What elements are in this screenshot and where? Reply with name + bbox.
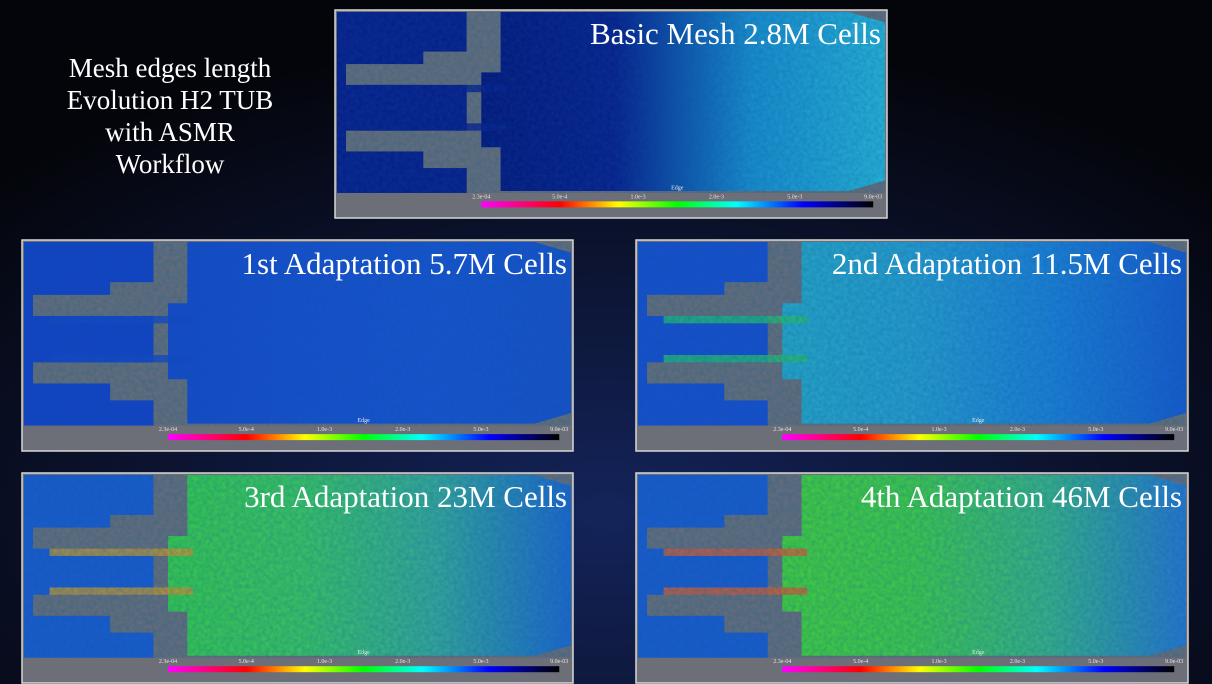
colorbar-tick: 9.0e-03 bbox=[1165, 427, 1183, 433]
mesh-panel: Edge 2.3e-04 5.0e-4 1.0e-3 2.0e-3 5.0e-3 9.0e-… bbox=[22, 240, 573, 451]
colorbar-tick: 2.0e-3 bbox=[1010, 659, 1025, 665]
colorbar-tick: 1.0e-3 bbox=[317, 427, 332, 433]
colorbar-tick: 1.0e-3 bbox=[931, 427, 946, 433]
colorbar bbox=[782, 434, 1174, 440]
colorbar-tick: 5.0e-4 bbox=[853, 427, 868, 433]
page: {"title_lines": ["Mesh edges length", "E… bbox=[0, 0, 1212, 684]
colorbar-tick: 2.0e-3 bbox=[709, 194, 724, 200]
colorbar-tick: 1.0e-3 bbox=[630, 194, 645, 200]
colorbar-tick: 2.3e-04 bbox=[159, 427, 177, 433]
colorbar-tick: 2.0e-3 bbox=[395, 659, 410, 665]
colorbar-tick: 9.0e-03 bbox=[1165, 659, 1183, 665]
colorbar-tick: 5.0e-4 bbox=[239, 427, 254, 433]
colorbar-tick: 1.0e-3 bbox=[317, 659, 332, 665]
panel-title: Basic Mesh 2.8M Cells bbox=[590, 16, 881, 51]
colorbar-tick: 5.0e-3 bbox=[1088, 427, 1103, 433]
panel-title: 1st Adaptation 5.7M Cells bbox=[242, 246, 568, 281]
colorbar-tick: 5.0e-3 bbox=[473, 659, 488, 665]
colorbar-tick: 5.0e-3 bbox=[787, 194, 802, 200]
slide: Mesh edges length Evolution H2 TUB with … bbox=[0, 0, 1212, 684]
mesh-panel: Edge 2.3e-04 5.0e-4 1.0e-3 2.0e-3 5.0e-3 9.0e-… bbox=[636, 240, 1188, 451]
colorbar-label: Edge bbox=[357, 418, 370, 424]
colorbar bbox=[481, 201, 873, 207]
title-line: Mesh edges length bbox=[69, 53, 272, 83]
title-line: Evolution H2 TUB bbox=[67, 85, 274, 115]
colorbar-tick: 1.0e-3 bbox=[931, 659, 946, 665]
panel-title: 2nd Adaptation 11.5M Cells bbox=[832, 246, 1182, 281]
panel-title: 3rd Adaptation 23M Cells bbox=[244, 479, 567, 514]
colorbar-tick: 5.0e-3 bbox=[473, 427, 488, 433]
colorbar-tick: 5.0e-4 bbox=[853, 659, 868, 665]
colorbar bbox=[168, 434, 559, 440]
colorbar-tick: 9.0e-03 bbox=[550, 427, 568, 433]
colorbar-tick: 9.0e-03 bbox=[550, 659, 568, 665]
colorbar-tick: 9.0e-03 bbox=[864, 194, 882, 200]
mesh-panel: Edge 2.3e-04 5.0e-4 1.0e-3 2.0e-3 5.0e-3 9.0e-… bbox=[636, 473, 1188, 683]
colorbar-tick: 5.0e-4 bbox=[552, 194, 567, 200]
colorbar-label: Edge bbox=[671, 185, 684, 191]
colorbar-tick: 2.3e-04 bbox=[773, 427, 791, 433]
colorbar-tick: 2.3e-04 bbox=[159, 659, 177, 665]
colorbar-tick: 5.0e-4 bbox=[239, 659, 254, 665]
mesh-panel: Edge 2.3e-04 5.0e-4 1.0e-3 2.0e-3 5.0e-3 9.0e-… bbox=[335, 10, 887, 218]
title-line: with ASMR bbox=[105, 117, 235, 147]
colorbar-label: Edge bbox=[972, 650, 985, 656]
colorbar bbox=[168, 666, 559, 672]
colorbar-tick: 2.3e-04 bbox=[472, 194, 490, 200]
colorbar-label: Edge bbox=[972, 418, 985, 424]
mesh-panel: Edge 2.3e-04 5.0e-4 1.0e-3 2.0e-3 5.0e-3 9.0e-… bbox=[22, 473, 573, 683]
colorbar bbox=[782, 666, 1174, 672]
panel-title: 4th Adaptation 46M Cells bbox=[861, 479, 1182, 514]
title-line: Workflow bbox=[116, 149, 225, 179]
colorbar-tick: 2.0e-3 bbox=[1010, 427, 1025, 433]
colorbar-tick: 2.0e-3 bbox=[395, 427, 410, 433]
colorbar-tick: 2.3e-04 bbox=[773, 659, 791, 665]
colorbar-label: Edge bbox=[357, 650, 370, 656]
colorbar-tick: 5.0e-3 bbox=[1088, 659, 1103, 665]
